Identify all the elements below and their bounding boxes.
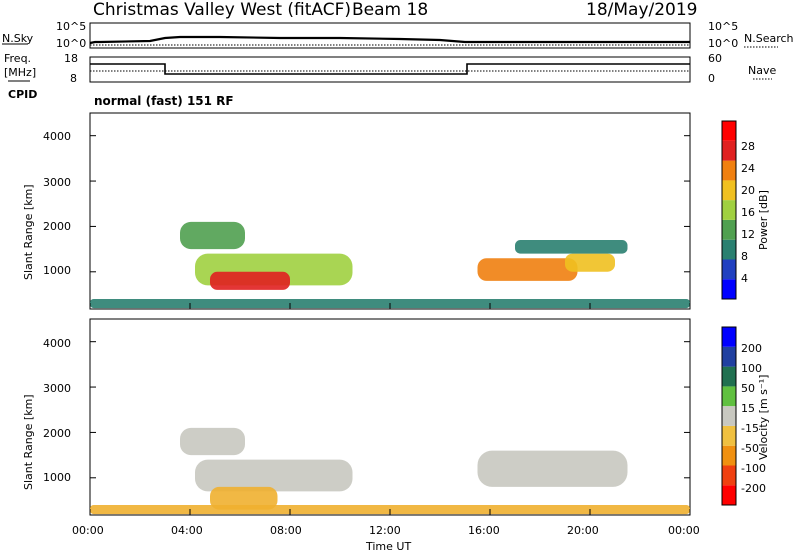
station-title: Christmas Valley West (fitACF) (93, 0, 352, 20)
power-colorbar-segment (722, 180, 736, 201)
velocity-cb-tick: 15 (741, 402, 755, 415)
velocity-cb-tick: 200 (741, 342, 762, 355)
nsearch-label: N.Search (744, 32, 794, 45)
power-colorbar-frame (721, 120, 737, 300)
power-colorbar-segment (722, 200, 736, 220)
velocity-colorbar-segment (722, 406, 736, 426)
velocity-echo-region-0 (180, 427, 245, 456)
velocity-echo-region-3 (210, 486, 278, 510)
power-ytick: 4000 (43, 130, 71, 143)
freq-right-tick-bottom: 0 (708, 72, 715, 85)
power-colorbar-segment (722, 259, 736, 280)
x-axis-label: Time UT (366, 540, 412, 553)
power-echo-region-4 (565, 253, 615, 272)
power-echo-region-3 (477, 258, 578, 281)
freq-label-line1: Freq. (4, 52, 32, 65)
power-ytick: 2000 (43, 220, 71, 233)
power-ytick: 1000 (43, 264, 71, 277)
power-cb-tick: 4 (741, 272, 748, 285)
x-tick: 04:00 (171, 524, 203, 537)
x-tick: 00:00 (72, 524, 104, 537)
velocity-ytick: 4000 (43, 337, 71, 350)
velocity-colorbar-segment (722, 366, 736, 387)
velocity-ytick: 1000 (43, 471, 71, 484)
nave-label: Nave (748, 64, 777, 77)
power-cb-tick: 8 (741, 250, 748, 263)
velocity-ytick: 3000 (43, 382, 71, 395)
velocity-cb-tick: -15 (741, 422, 759, 435)
power-echo-region-2 (210, 271, 290, 290)
x-tick: 00:00 (668, 524, 700, 537)
power-echo-region-0 (180, 221, 245, 250)
x-tick: 08:00 (270, 524, 302, 537)
freq-right-tick-top: 60 (708, 52, 722, 65)
cpid-mode-text: normal (fast) 151 RF (94, 94, 234, 108)
beam-label: Beam 18 (352, 0, 429, 20)
velocity-colorbar-segment (722, 327, 736, 347)
x-tick: 12:00 (369, 524, 401, 537)
date-label: 18/May/2019 (586, 0, 698, 20)
freq-left-tick-top: 18 (64, 52, 78, 65)
power-colorbar-segment (722, 279, 736, 299)
power-cb-tick: 12 (741, 228, 755, 241)
noise-left-tick-bottom: 10^0 (56, 37, 87, 50)
noise-panel-frame (89, 22, 691, 49)
power-cb-tick: 24 (741, 162, 755, 175)
velocity-cb-tick: -50 (741, 442, 759, 455)
velocity-colorbar-segment (722, 425, 736, 446)
cpid-label: CPID (8, 88, 38, 101)
power-echo-region-5 (515, 240, 628, 254)
x-tick: 16:00 (468, 524, 500, 537)
noise-right-tick-top: 10^5 (708, 20, 739, 33)
velocity-cb-tick: -200 (741, 482, 766, 495)
velocity-colorbar-segment (722, 485, 736, 505)
velocity-cb-tick: -100 (741, 462, 766, 475)
velocity-cb-tick: 50 (741, 382, 755, 395)
power-colorbar-segment (722, 160, 736, 181)
power-colorbar-segment (722, 239, 736, 260)
freq-line (90, 63, 690, 75)
freq-panel-frame (89, 56, 691, 83)
power-cb-tick: 20 (741, 184, 755, 197)
freq-label-line2: [MHz] (4, 66, 37, 79)
power-colorbar-segment (722, 121, 736, 141)
velocity-ytick: 2000 (43, 427, 71, 440)
nsky-label: N.Sky (2, 32, 34, 45)
noise-sky-line (89, 35, 690, 45)
velocity-colorbar-segment (722, 445, 736, 466)
power-ytick: 3000 (43, 176, 71, 189)
power-panel-frame (89, 112, 691, 310)
power-cb-tick: 28 (741, 140, 755, 153)
velocity-colorbar-segment (722, 386, 736, 407)
velocity-echo-region-2 (477, 450, 628, 487)
velocity-colorbar-segment (722, 465, 736, 486)
x-tick: 20:00 (567, 524, 599, 537)
noise-left-tick-top: 10^5 (56, 20, 87, 33)
power-colorbar-segment (722, 219, 736, 240)
velocity-echo-region-1 (195, 459, 353, 492)
noise-right-tick-bottom: 10^0 (708, 37, 739, 50)
power-colorbar-segment (722, 140, 736, 161)
velocity-colorbar-segment (722, 346, 736, 367)
velocity-colorbar-frame (721, 326, 737, 506)
velocity-cb-tick: 100 (741, 362, 762, 375)
power-cb-tick: 16 (741, 206, 755, 219)
freq-left-tick-bottom: 8 (70, 72, 77, 85)
